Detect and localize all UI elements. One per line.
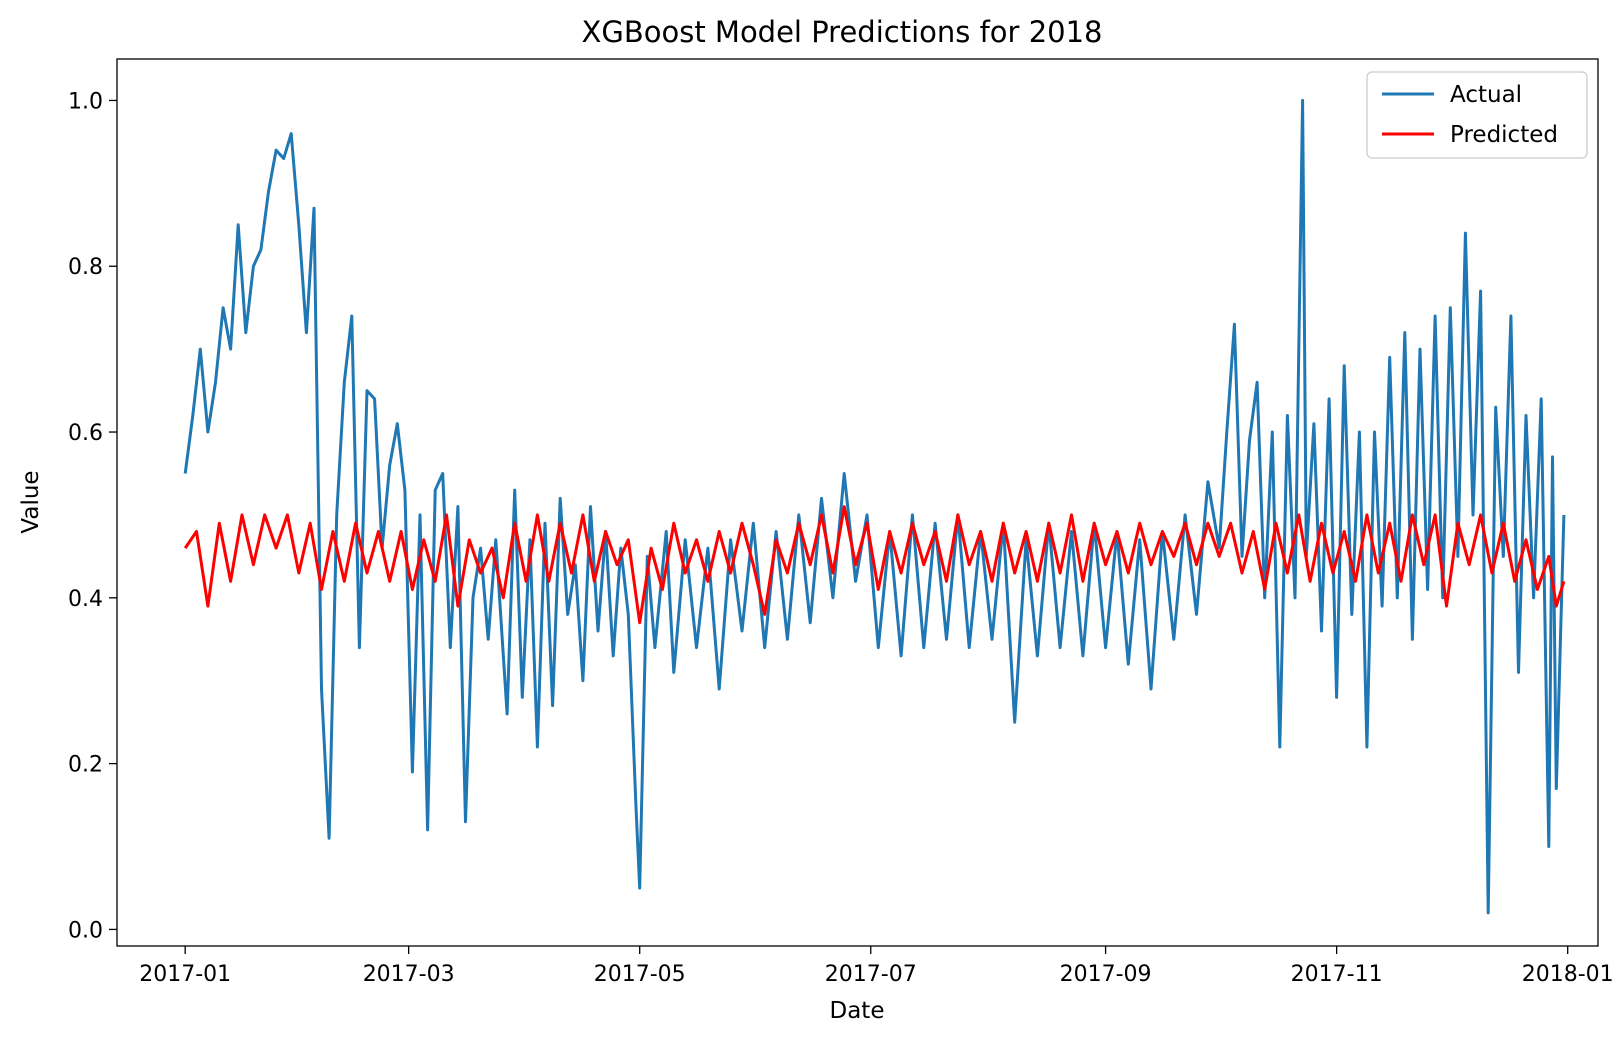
series-line-predicted	[183, 505, 1566, 625]
y-tick-label: 0.8	[68, 255, 103, 280]
x-axis: 2017-01 2017-03 2017-05 2017-07 2017-09 2017-…	[139, 946, 1614, 987]
plot-frame	[116, 58, 1599, 947]
y-axis: 0.0 0.2 0.4 0.6 0.8 1.0	[68, 89, 117, 943]
x-tick-label: 2017-03	[363, 962, 455, 987]
x-tick-label: 2017-07	[825, 962, 917, 987]
x-tick-label: 2017-09	[1060, 962, 1152, 987]
x-axis-label: Date	[830, 998, 885, 1024]
x-tick-label: 2017-01	[139, 962, 231, 987]
legend: Actual Predicted	[1366, 71, 1588, 159]
y-tick-label: 0.4	[68, 587, 103, 612]
series-layer	[183, 98, 1566, 915]
x-tick-label: 2017-11	[1291, 962, 1383, 987]
legend-label-actual: Actual	[1450, 82, 1522, 108]
series-line-actual	[183, 98, 1566, 915]
x-tick-label: 2017-05	[594, 962, 686, 987]
y-tick-label: 0.2	[68, 753, 103, 778]
legend-label-predicted: Predicted	[1450, 122, 1558, 148]
x-tick-label: 2018-01	[1522, 962, 1614, 987]
y-tick-label: 1.0	[68, 89, 103, 114]
y-tick-label: 0.0	[68, 918, 103, 943]
y-tick-label: 0.6	[68, 421, 103, 446]
chart-title: XGBoost Model Predictions for 2018	[582, 15, 1103, 49]
y-axis-label: Value	[18, 470, 44, 533]
